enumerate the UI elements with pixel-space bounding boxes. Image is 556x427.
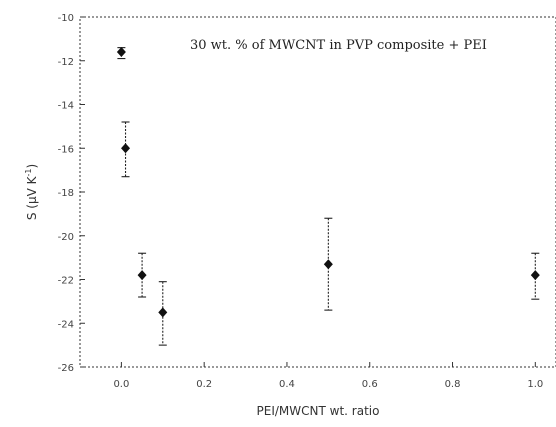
x-tick-label: 0.6 (362, 379, 378, 390)
y-axis-title: S (μV K-1) (24, 164, 39, 220)
data-point (158, 307, 168, 318)
data-points (116, 47, 540, 318)
x-tick-label: 0.8 (445, 379, 461, 390)
y-tick-label: -22 (58, 276, 74, 287)
y-tick-label: -10 (58, 13, 74, 24)
plot-frame (79, 16, 556, 368)
y-tick-label: -12 (58, 57, 74, 68)
y-ticks: -10 -12 -14 -16 -18 -20 -22 -24 -26 (58, 13, 85, 374)
data-point (530, 270, 540, 281)
y-tick-label: -20 (58, 232, 74, 243)
y-tick-label: -14 (58, 101, 74, 112)
data-point (121, 143, 131, 154)
y-tick-label: -26 (58, 363, 74, 374)
y-tick-label: -16 (58, 144, 74, 155)
y-tick-label: -24 (58, 319, 74, 330)
x-tick-label: 0.4 (279, 379, 295, 390)
x-axis-title: PEI/MWCNT wt. ratio (257, 404, 380, 418)
x-tick-label: 1.0 (527, 379, 543, 390)
y-tick-label: -18 (58, 188, 74, 199)
y-axis-title-superscript: -1 (24, 169, 33, 177)
chart-annotation: 30 wt. % of MWCNT in PVP composite + PEI (190, 38, 487, 53)
data-point (116, 47, 126, 57)
x-tick-label: 0.0 (113, 379, 129, 390)
data-point (323, 259, 333, 270)
x-tick-label: 0.2 (196, 379, 212, 390)
x-ticks: 0.0 0.2 0.4 0.6 0.8 1.0 (113, 362, 543, 390)
error-bars (117, 47, 540, 346)
data-point (137, 270, 147, 281)
y-axis-title-close: ) (25, 164, 39, 169)
y-axis-title-main: S (μV K (25, 175, 39, 220)
